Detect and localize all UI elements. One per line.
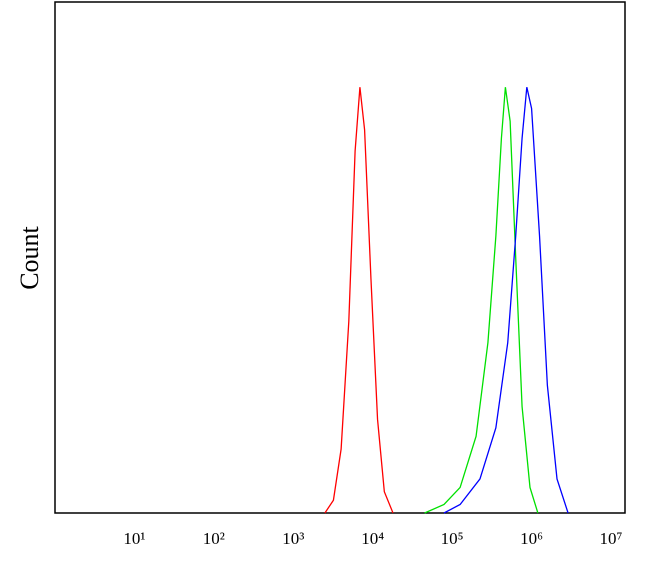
x-tick-label: 10³ [282,529,304,548]
plot-frame [54,1,626,514]
histogram-line [424,87,539,514]
x-tick-label: 10⁴ [361,529,384,548]
x-tick-label: 10⁵ [441,529,464,548]
x-tick-label: 10² [203,529,225,548]
x-tick-label: 10¹ [123,529,145,548]
histogram-line [443,87,569,514]
x-tick-label: 10⁷ [600,529,623,548]
y-axis-label: Count [15,225,44,289]
x-tick-label: 10⁶ [520,529,543,548]
histogram-line [324,87,394,514]
